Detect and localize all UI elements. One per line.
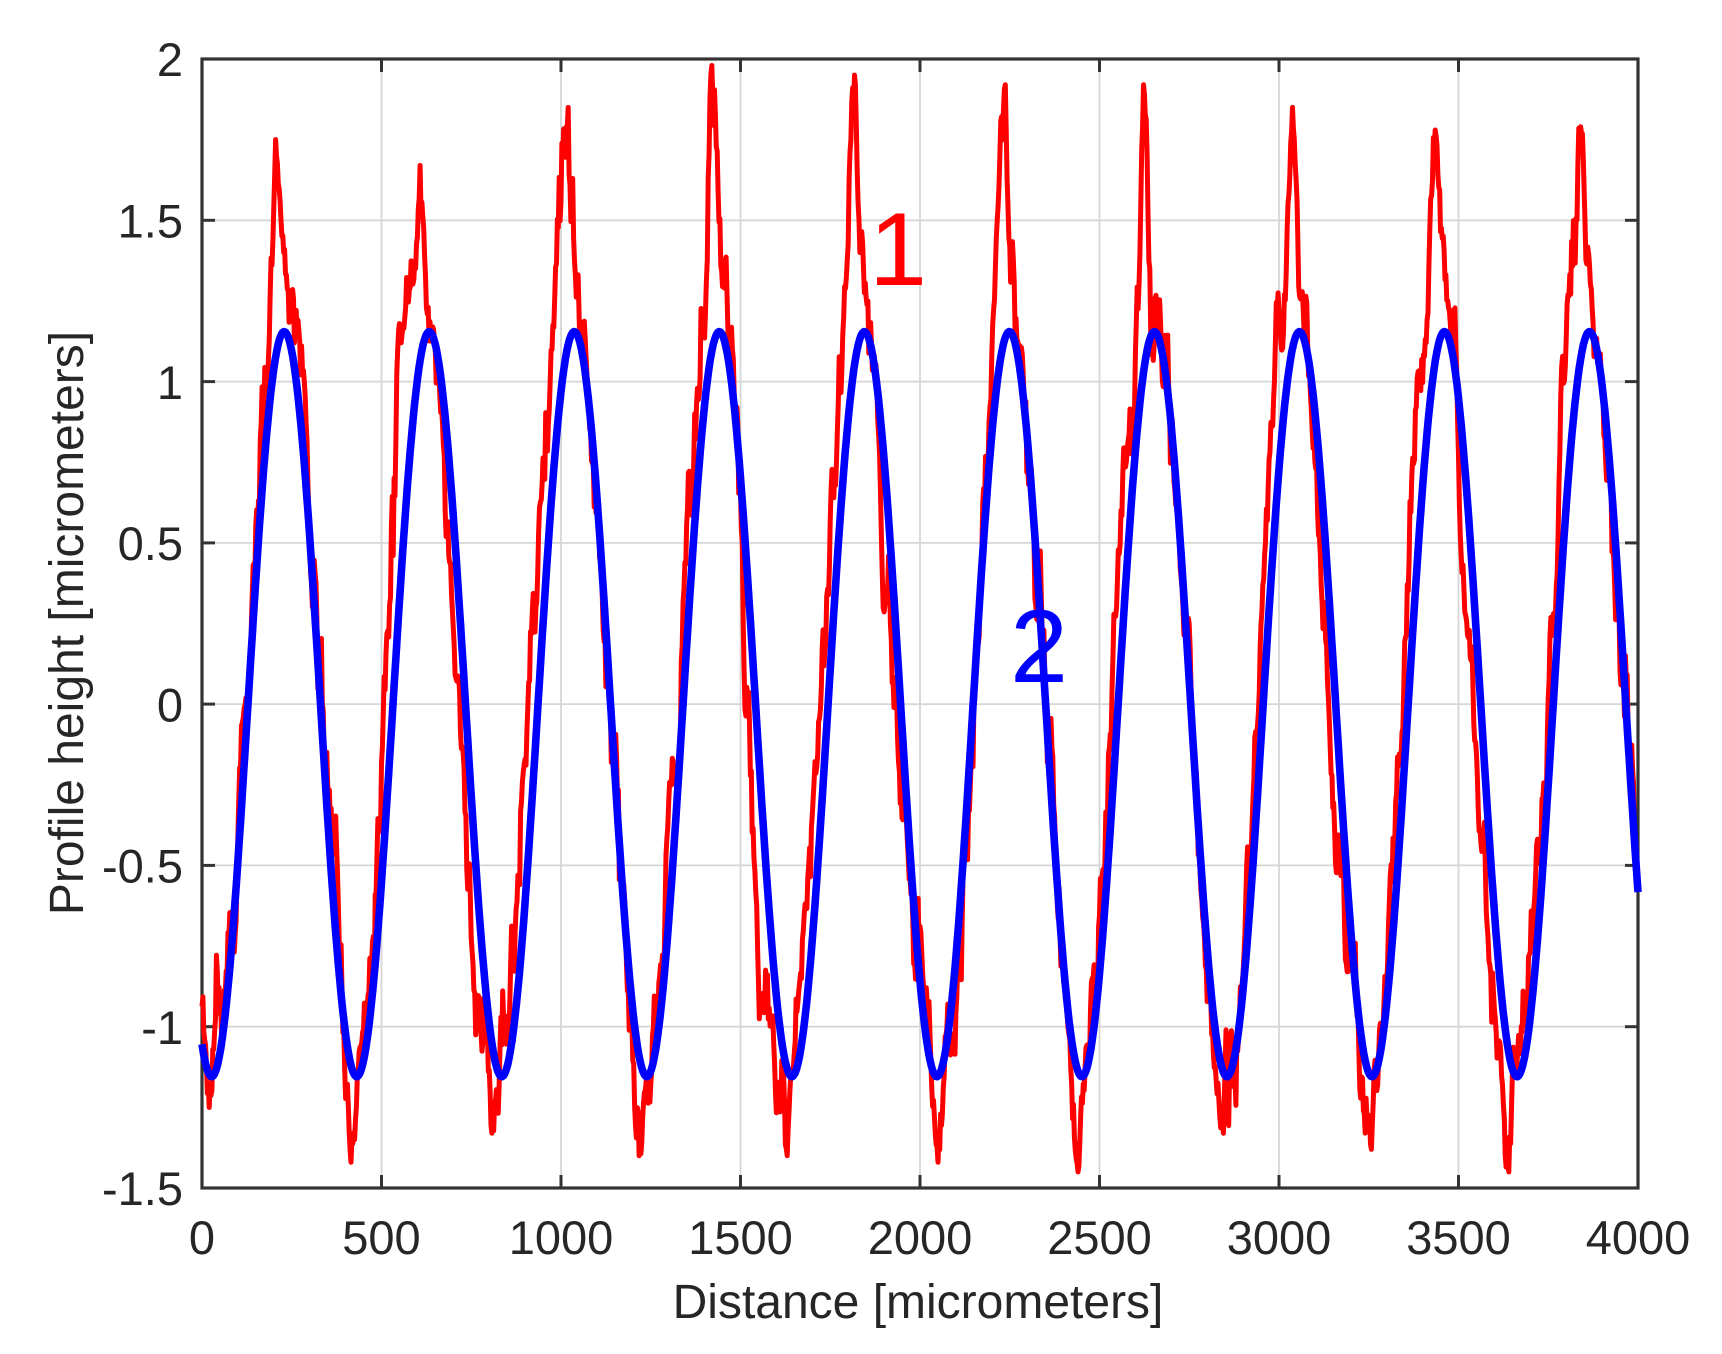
svg-text:4000: 4000 [1586,1211,1691,1264]
svg-text:2500: 2500 [1047,1211,1152,1264]
svg-text:Profile height [micrometers]: Profile height [micrometers] [41,331,94,915]
svg-text:0.5: 0.5 [118,517,183,570]
svg-text:3000: 3000 [1227,1211,1332,1264]
svg-text:2000: 2000 [868,1211,973,1264]
svg-text:0: 0 [157,678,183,731]
svg-text:Distance [micrometers]: Distance [micrometers] [673,1276,1164,1329]
svg-text:-1: -1 [141,1001,183,1054]
svg-text:1.5: 1.5 [118,195,183,248]
svg-text:1: 1 [869,192,927,308]
svg-text:2: 2 [157,33,183,86]
svg-text:-0.5: -0.5 [102,840,183,893]
svg-text:0: 0 [189,1211,215,1264]
svg-text:1: 1 [157,356,183,409]
svg-text:500: 500 [342,1211,420,1264]
svg-text:-1.5: -1.5 [102,1162,183,1215]
svg-text:2: 2 [1010,589,1068,705]
svg-text:1000: 1000 [509,1211,614,1264]
svg-text:1500: 1500 [688,1211,793,1264]
svg-text:3500: 3500 [1406,1211,1511,1264]
